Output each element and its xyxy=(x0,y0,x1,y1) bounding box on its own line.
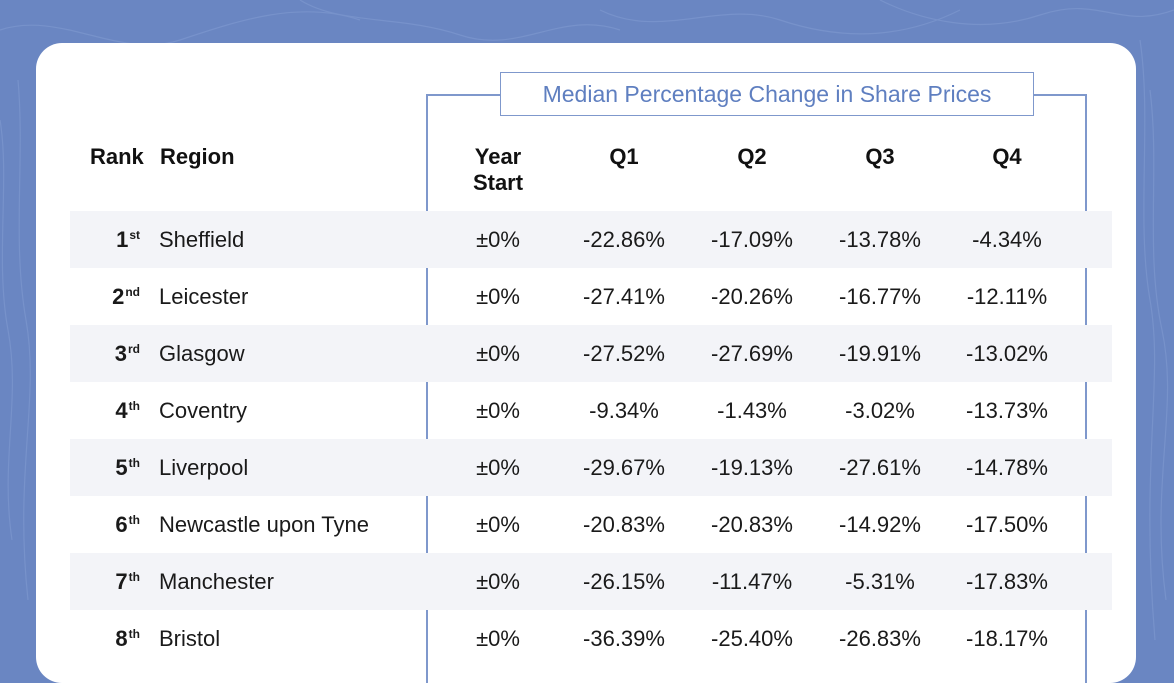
region-cell: Sheffield xyxy=(159,227,245,252)
rank-number: 3 xyxy=(114,341,127,366)
q1-cell: -9.34% xyxy=(589,398,659,423)
rank-cell: 3rd xyxy=(70,325,140,382)
q4-cell: -4.34% xyxy=(972,227,1042,252)
q1-cell: -27.52% xyxy=(583,341,665,366)
table-row: 3rd Glasgow ±0% -27.52% -27.69% -19.91% … xyxy=(70,325,1112,382)
q2-cell: -20.26% xyxy=(711,284,793,309)
region-cell: Coventry xyxy=(159,398,248,423)
q3-cell: -16.77% xyxy=(839,284,921,309)
rank-suffix: th xyxy=(128,570,140,584)
rank-number: 4 xyxy=(115,398,128,423)
region-cell: Leicester xyxy=(159,284,249,309)
rank-number: 6 xyxy=(115,512,128,537)
region-cell: Bristol xyxy=(159,626,221,651)
table-row: 6th Newcastle upon Tyne ±0% -20.83% -20.… xyxy=(70,496,1112,553)
region-cell: Newcastle upon Tyne xyxy=(159,512,369,537)
table-row: 2nd Leicester ±0% -27.41% -20.26% -16.77… xyxy=(70,268,1112,325)
q4-cell: -13.02% xyxy=(966,341,1048,366)
rank-number: 7 xyxy=(115,569,128,594)
q1-cell: -36.39% xyxy=(583,626,665,651)
bracket-right-top xyxy=(1034,94,1086,96)
q2-cell: -27.69% xyxy=(711,341,793,366)
header-region: Region xyxy=(160,144,235,169)
rank-cell: 1st xyxy=(70,211,140,268)
q3-cell: -14.92% xyxy=(839,512,921,537)
year-start-cell: ±0% xyxy=(476,626,520,651)
rank-suffix: th xyxy=(128,399,140,413)
q4-cell: -13.73% xyxy=(966,398,1048,423)
rank-cell: 2nd xyxy=(70,268,140,325)
q2-cell: -11.47% xyxy=(711,569,793,594)
rank-suffix: nd xyxy=(125,285,140,299)
table-row: 5th Liverpool ±0% -29.67% -19.13% -27.61… xyxy=(70,439,1112,496)
header-q1: Q1 xyxy=(609,144,639,169)
rank-suffix: th xyxy=(128,456,140,470)
rank-cell: 8th xyxy=(70,610,140,667)
q3-cell: -13.78% xyxy=(839,227,921,252)
bracket-left-top xyxy=(426,94,500,96)
q4-cell: -18.17% xyxy=(966,626,1048,651)
rank-number: 2 xyxy=(112,284,125,309)
region-cell: Glasgow xyxy=(159,341,245,366)
q3-cell: -27.61% xyxy=(839,455,921,480)
q1-cell: -27.41% xyxy=(583,284,665,309)
table-row: 7th Manchester ±0% -26.15% -11.47% -5.31… xyxy=(70,553,1112,610)
q1-cell: -29.67% xyxy=(583,455,665,480)
year-start-cell: ±0% xyxy=(476,512,520,537)
year-start-cell: ±0% xyxy=(476,341,520,366)
header-year-start-line1: Year xyxy=(474,144,522,169)
header-year-start: Year Start xyxy=(458,144,538,196)
q2-cell: -25.40% xyxy=(711,626,793,651)
table-row: 8th Bristol ±0% -36.39% -25.40% -26.83% … xyxy=(70,610,1112,667)
header-year-start-line2: Start xyxy=(472,170,524,195)
header-rank: Rank xyxy=(90,144,144,169)
bracket-left-vertical xyxy=(426,94,428,683)
header-q4: Q4 xyxy=(992,144,1022,169)
table-row: 4th Coventry ±0% -9.34% -1.43% -3.02% -1… xyxy=(70,382,1112,439)
region-cell: Liverpool xyxy=(159,455,249,480)
q4-cell: -12.11% xyxy=(966,284,1048,309)
rank-cell: 7th xyxy=(70,553,140,610)
year-start-cell: ±0% xyxy=(476,227,520,252)
rank-suffix: th xyxy=(128,627,140,641)
q3-cell: -26.83% xyxy=(839,626,921,651)
q2-cell: -1.43% xyxy=(717,398,787,423)
q2-cell: -19.13% xyxy=(711,455,793,480)
q4-cell: -17.83% xyxy=(966,569,1048,594)
year-start-cell: ±0% xyxy=(476,455,520,480)
rank-cell: 4th xyxy=(70,382,140,439)
q4-cell: -17.50% xyxy=(966,512,1048,537)
q2-cell: -20.83% xyxy=(711,512,793,537)
rank-number: 1 xyxy=(116,227,129,252)
year-start-cell: ±0% xyxy=(476,569,520,594)
q3-cell: -3.02% xyxy=(845,398,915,423)
region-cell: Manchester xyxy=(159,569,274,594)
rank-suffix: st xyxy=(129,228,140,242)
rank-cell: 6th xyxy=(70,496,140,553)
q3-cell: -5.31% xyxy=(845,569,915,594)
q2-cell: -17.09% xyxy=(711,227,793,252)
rank-cell: 5th xyxy=(70,439,140,496)
header-q3: Q3 xyxy=(865,144,895,169)
q1-cell: -26.15% xyxy=(583,569,665,594)
rank-number: 8 xyxy=(115,626,128,651)
year-start-cell: ±0% xyxy=(476,398,520,423)
table-row: 1st Sheffield ±0% -22.86% -17.09% -13.78… xyxy=(70,211,1112,268)
year-start-cell: ±0% xyxy=(476,284,520,309)
background-contour-pattern xyxy=(0,0,1174,640)
header-q2: Q2 xyxy=(737,144,767,169)
q1-cell: -20.83% xyxy=(583,512,665,537)
rank-suffix: th xyxy=(128,513,140,527)
bracket-right-vertical xyxy=(1085,94,1087,683)
rank-number: 5 xyxy=(115,455,128,480)
rank-suffix: rd xyxy=(128,342,140,356)
q1-cell: -22.86% xyxy=(583,227,665,252)
q4-cell: -14.78% xyxy=(966,455,1048,480)
group-title: Median Percentage Change in Share Prices xyxy=(500,72,1034,116)
rankings-card: Median Percentage Change in Share Prices… xyxy=(36,43,1136,683)
q3-cell: -19.91% xyxy=(839,341,921,366)
